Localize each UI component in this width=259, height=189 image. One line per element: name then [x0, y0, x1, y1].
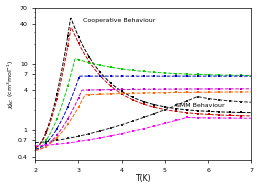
Y-axis label: $\chi_{AC}'$ (cm$^3$mol$^{-1}$): $\chi_{AC}'$ (cm$^3$mol$^{-1}$): [5, 59, 16, 109]
Text: SMM Behaviour: SMM Behaviour: [176, 103, 224, 108]
X-axis label: T(K): T(K): [135, 174, 151, 184]
Text: Cooperative Behaviour: Cooperative Behaviour: [83, 18, 155, 23]
